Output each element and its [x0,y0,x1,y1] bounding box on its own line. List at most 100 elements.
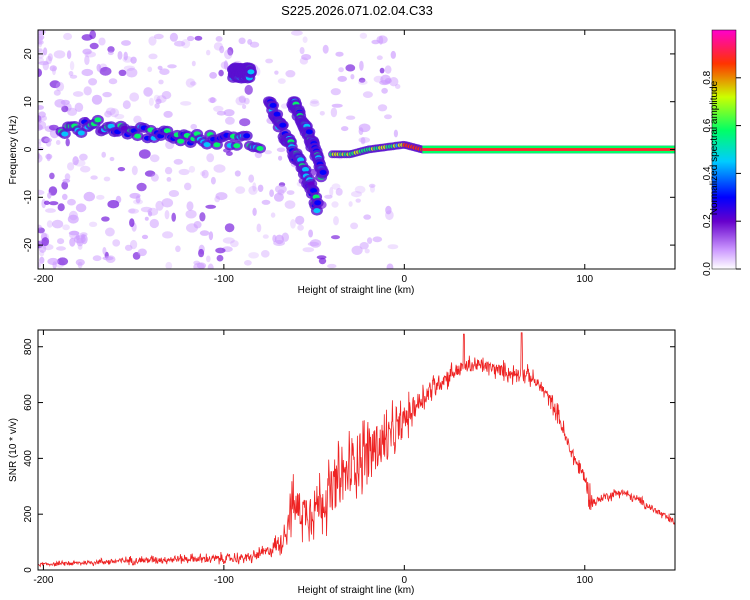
spectrogram-noise-speck [80,165,91,173]
spectrogram-noise-speck [62,224,70,231]
spectrogram-track-point [302,167,309,172]
spectrogram-noise-speck [335,188,343,196]
spectrogram-noise-speck [129,92,140,102]
spectrogram-noise-speck [73,159,86,167]
spectrogram-noise-speck [370,185,375,193]
spectrogram-noise-speck [210,176,216,185]
spectrogram-noise-speck [117,167,126,172]
spectrogram-noise-speck [91,94,103,105]
spectrogram-noise-speck [378,35,384,45]
spectrogram-noise-speck [56,246,66,251]
spectrogram-noise-speck [255,67,261,76]
spectrogram-noise-speck [215,192,228,201]
spectrogram-noise-speck [105,107,116,116]
spectrogram-track-point [269,102,277,108]
x-tick-label: 0 [402,575,408,586]
spectrogram-noise-speck [390,50,396,59]
y-tick-label: 600 [23,394,34,411]
spectrogram-noise-speck [244,260,252,266]
spectrogram-noise-speck [223,109,235,117]
spectrogram-noise-speck [130,56,137,64]
snr-x-label: Height of straight line (km) [298,585,415,596]
spectrogram-noise-speck [362,91,373,98]
spectrogram-noise-speck [122,100,131,110]
spectrogram-noise-speck [277,78,286,84]
spectrogram-noise-speck [127,208,139,214]
spectrogram-noise-speck [102,247,107,255]
spectrogram-noise-speck [72,156,79,166]
spectrogram-noise-speck [105,255,116,263]
spectrogram-noise-speck [38,105,44,110]
x-tick-label: -100 [214,575,234,586]
spectrogram-noise-speck [109,156,115,162]
spectrogram-noise-speck [153,94,161,102]
spectrogram-noise-speck [123,65,136,71]
spectrogram-noise-speck [82,48,92,55]
spectrogram-noise-speck [209,72,218,79]
spectrogram-noise-speck [48,124,59,131]
spectrogram-noise-speck [147,66,153,73]
spectrogram-noise-speck [238,95,246,103]
spectrogram-noise-speck [225,116,235,125]
spectrogram-noise-speck [38,34,45,41]
spectrogram-noise-speck [68,71,74,76]
spectrogram-noise-speck [384,65,392,74]
spectrogram-noise-speck [368,183,376,188]
spectrogram-noise-speck [38,138,42,144]
spectrogram-noise-speck [108,78,118,85]
spectrogram-noise-speck [69,74,78,79]
spectrogram-noise-speck [222,237,235,244]
colorbar-tick-label: 0.4 [702,166,713,180]
spectrogram-noise-speck [38,68,42,77]
spectrogram-noise-speck [49,65,57,72]
spectrogram-noise-speck [257,184,264,192]
x-tick-label: -100 [214,274,234,285]
spectrogram-noise-speck [205,204,217,209]
spectrogram-noise-speck [226,151,233,157]
spectrogram-noise-speck [190,123,197,130]
spectrogram-noise-speck [242,104,247,110]
spectrogram-noise-speck [133,115,142,124]
spectrogram-noise-speck [275,184,287,194]
spectrogram-noise-speck [47,257,59,266]
spectrogram-noise-speck [173,40,186,47]
spectrogram-noise-speck [244,84,253,95]
spectrogram-noise-speck [67,198,76,206]
spectrogram-noise-speck [173,158,183,165]
spectrogram-noise-speck [206,153,215,163]
spectrogram-noise-speck [337,75,348,82]
spectrogram-noise-speck [144,170,156,177]
spectrogram-noise-speck [330,88,341,96]
spectrogram-noise-speck [149,218,159,229]
spectrogram-noise-speck [102,91,112,98]
spectrogram-noise-speck [83,191,96,202]
spectrogram-track-point [77,130,85,136]
spectrogram-noise-speck [161,91,172,100]
spectrogram-noise-speck [191,60,196,67]
spectrogram-noise-speck [38,41,43,48]
y-tick-label: 0 [23,567,34,573]
spectrogram-noise-speck [143,87,153,97]
spectrogram-noise-speck [74,102,84,113]
spectrogram-noise-speck [79,153,88,161]
spectrogram-noise-speck [227,47,234,56]
spectrogram-noise-speck [324,194,333,199]
spectrogram-noise-speck [318,257,327,265]
spectrogram-noise-speck [302,36,308,43]
spectrogram-noise-speck [92,255,102,262]
spectrogram-noise-speck [224,49,233,60]
spectrogram-noise-speck [89,30,96,40]
spectrogram-noise-speck [331,235,340,240]
spectrogram-noise-speck [104,110,112,118]
spectrogram-noise-speck [41,237,50,247]
spectrogram-noise-speck [128,208,136,214]
snr-ticks: -200 -100 0 100 0 200 400 600 800 [23,330,675,586]
spectrogram-noise-speck [169,32,178,42]
spectrogram-noise-speck [234,170,241,177]
spectrogram-track-point [134,133,142,139]
spectrogram-noise-speck [299,47,305,55]
spectrogram-noise-speck [90,175,98,180]
spectrogram-noise-speck [379,80,390,86]
spectrogram-noise-speck [54,99,66,108]
spectrogram-noise-speck [123,51,128,61]
